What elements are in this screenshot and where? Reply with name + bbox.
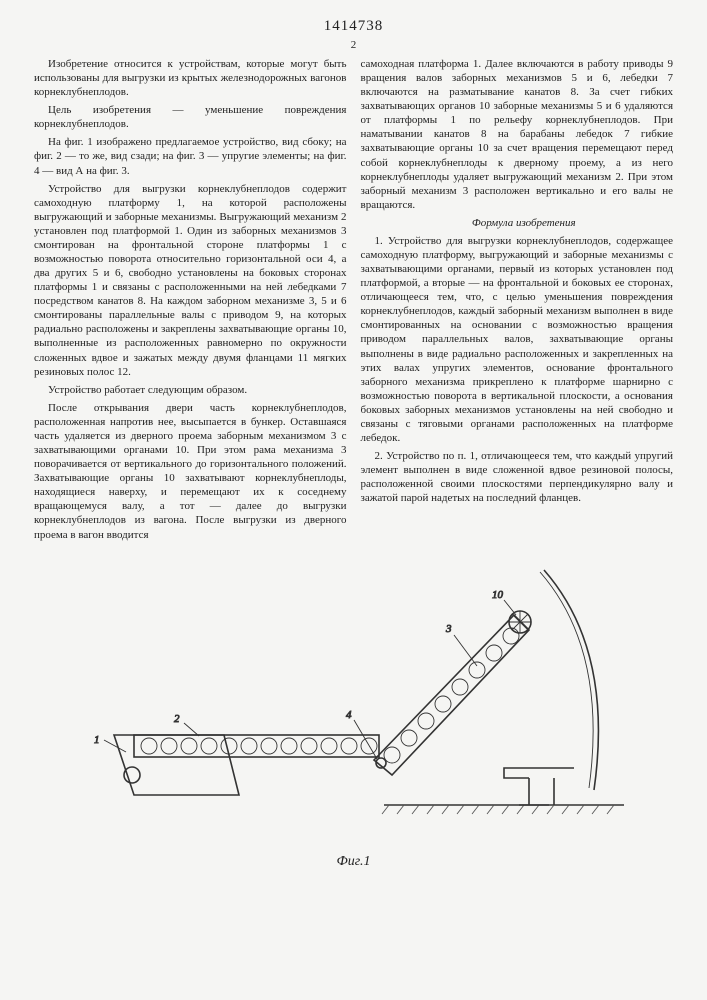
figure-1-svg: 1 2 4 3 10 bbox=[74, 560, 634, 850]
formula-heading: Формула изобретения bbox=[361, 216, 674, 230]
page-2-marker: 2 bbox=[34, 39, 673, 51]
para-figs: На фиг. 1 изображено предлагаемое устрой… bbox=[34, 135, 347, 177]
intake-inclined bbox=[374, 611, 531, 775]
para-goal: Цель изобретения — уменьшение повреждени… bbox=[34, 103, 347, 131]
right-column: самоходная платформа 1. Далее включаются… bbox=[361, 57, 674, 546]
wagon-arc-inner bbox=[540, 572, 593, 788]
labels: 1 2 4 3 10 bbox=[94, 589, 516, 759]
patent-number: 1414738 bbox=[34, 18, 673, 35]
para-intro: Изобретение относится к устройствам, кот… bbox=[34, 57, 347, 99]
label-3: 3 bbox=[445, 623, 452, 635]
wagon-arc bbox=[544, 570, 598, 790]
label-4: 4 bbox=[346, 709, 352, 721]
label-2: 2 bbox=[174, 713, 180, 725]
label-10: 10 bbox=[492, 589, 504, 601]
para-works: Устройство работает следующим образом. bbox=[34, 383, 347, 397]
claim-1: 1. Устройство для выгрузки корнеклубнепл… bbox=[361, 234, 674, 445]
figure-1: 1 2 4 3 10 Фиг.1 bbox=[34, 560, 673, 870]
label-1: 1 bbox=[94, 734, 100, 746]
claim-2: 2. Устройство по п. 1, отличающееся тем,… bbox=[361, 449, 674, 505]
wheel bbox=[124, 767, 140, 783]
para-operation: После открывания двери часть корнеклубне… bbox=[34, 401, 347, 542]
ground-hatch bbox=[382, 805, 614, 814]
left-column: Изобретение относится к устройствам, кот… bbox=[34, 57, 347, 546]
conveyor-horizontal bbox=[134, 735, 379, 757]
figure-caption: Фиг.1 bbox=[34, 854, 673, 870]
stand bbox=[504, 768, 574, 805]
para-cont: самоходная платформа 1. Далее включаются… bbox=[361, 57, 674, 212]
page: 1414738 2 Изобретение относится к устрой… bbox=[0, 0, 707, 1000]
text-columns: Изобретение относится к устройствам, кот… bbox=[34, 57, 673, 546]
para-device: Устройство для выгрузки корнеклубнеплодо… bbox=[34, 182, 347, 379]
